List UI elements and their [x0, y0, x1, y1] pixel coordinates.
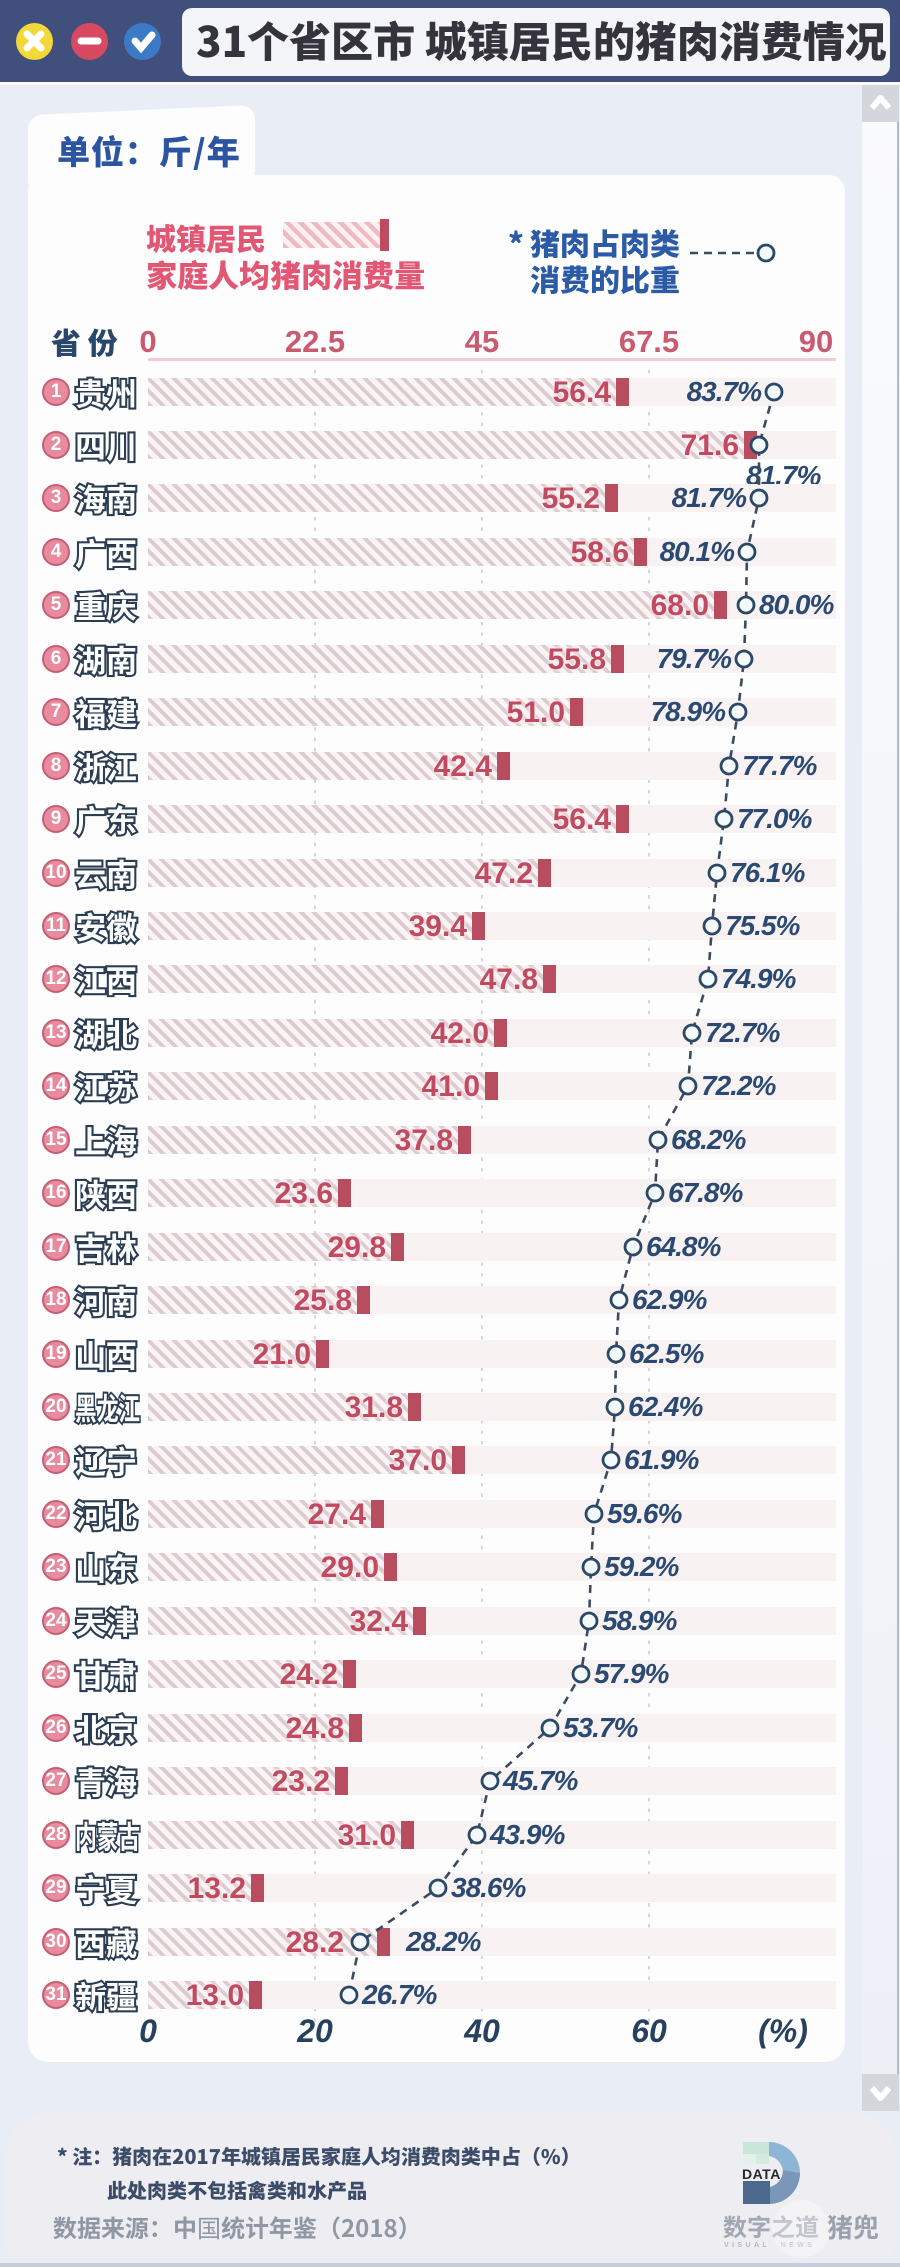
svg-text:DATA: DATA — [742, 2166, 781, 2182]
